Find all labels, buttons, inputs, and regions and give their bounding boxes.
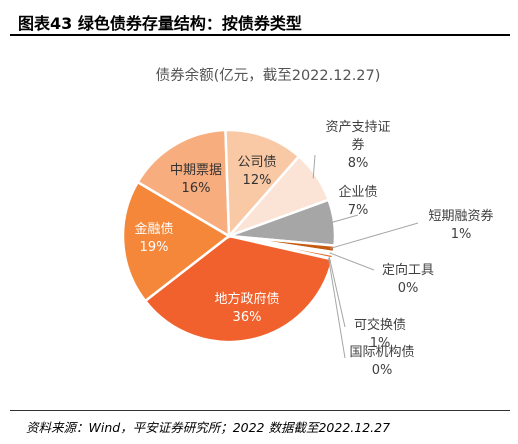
- leader-line-1: [330, 214, 359, 224]
- pie-slice-6: [143, 234, 334, 344]
- slice-label-8: 中期票据 16%: [170, 163, 222, 196]
- leader-line-4: [328, 255, 346, 328]
- pie-slices: [121, 128, 337, 344]
- slice-label-9: 公司债 12%: [237, 155, 276, 188]
- slice-label-0: 资产支持证券 8%: [325, 120, 390, 171]
- leader-line-2: [330, 222, 419, 249]
- footer-rule: [10, 410, 510, 411]
- figure-header: 图表43 绿色债券存量结构：按债券类型: [10, 0, 510, 36]
- figure-title: 图表43 绿色债券存量结构：按债券类型: [18, 14, 302, 33]
- leader-line-0: [312, 154, 316, 179]
- chart-title: 债券余额(亿元，截至2022.12.27): [156, 66, 381, 84]
- slice-label-1: 企业债 7%: [338, 184, 377, 218]
- pie-slice-9: [224, 128, 301, 240]
- leader-line-3: [329, 252, 375, 271]
- slice-label-6: 地方政府债 36%: [214, 291, 279, 325]
- slice-labels: 资产支持证券 8% 企业债 7% 短期融资券 1% 定向工具 0% 可交换债 1%国际机构债 0% 地…: [134, 120, 493, 378]
- slice-label-5: 国际机构债 0%: [349, 345, 414, 378]
- header-rule: [10, 34, 510, 36]
- slice-label-4: 可交换债 1%: [354, 317, 406, 351]
- slice-label-3: 定向工具 0%: [382, 262, 434, 296]
- pie-slice-8: [136, 128, 231, 239]
- source-note: 资料来源：Wind，平安证券研究所；2022 数据截至2022.12.27: [26, 420, 391, 435]
- slice-label-7: 金融债 19%: [134, 221, 173, 255]
- pie-slice-7: [121, 180, 232, 303]
- leader-line-5: [328, 258, 346, 359]
- slice-label-2: 短期融资券 1%: [428, 208, 493, 242]
- leader-lines: [312, 154, 419, 359]
